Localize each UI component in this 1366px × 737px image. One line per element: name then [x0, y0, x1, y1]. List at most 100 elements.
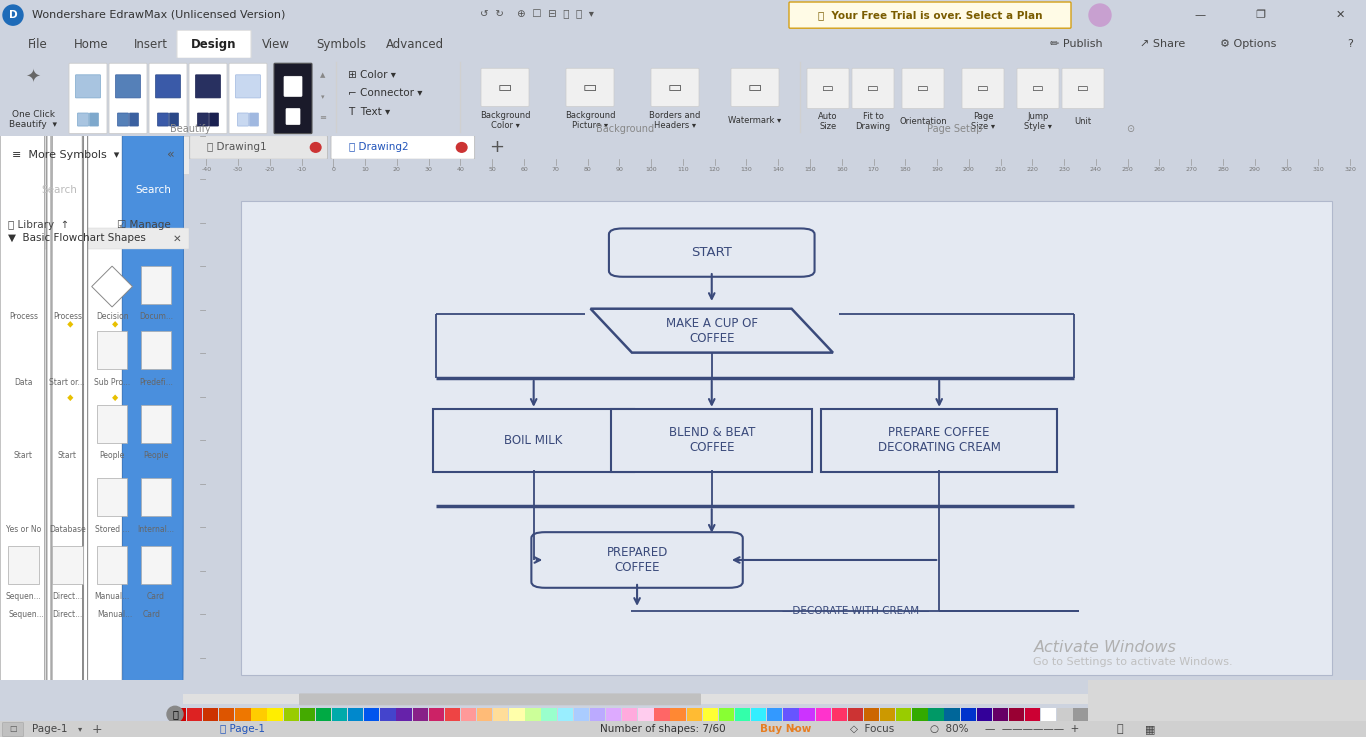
- Circle shape: [1089, 4, 1111, 27]
- Text: ≡  More Symbols  ▾: ≡ More Symbols ▾: [12, 150, 120, 160]
- Text: ▭: ▭: [822, 82, 833, 95]
- Text: 10: 10: [361, 167, 369, 172]
- Bar: [622, 708, 638, 721]
- Text: ▭: ▭: [583, 80, 597, 95]
- FancyBboxPatch shape: [149, 63, 187, 133]
- Text: —  ——————  +: — —————— +: [985, 724, 1079, 734]
- FancyBboxPatch shape: [531, 532, 743, 588]
- Text: -40: -40: [201, 167, 212, 172]
- Text: 🔒 Drawing1: 🔒 Drawing1: [208, 142, 266, 153]
- Text: ▦: ▦: [1145, 724, 1156, 734]
- Bar: [332, 708, 347, 721]
- FancyBboxPatch shape: [75, 75, 101, 98]
- Bar: [1057, 708, 1072, 721]
- FancyBboxPatch shape: [46, 0, 87, 737]
- Text: Auto
Size: Auto Size: [818, 112, 837, 131]
- Text: 190: 190: [932, 167, 943, 172]
- Bar: [526, 708, 541, 721]
- Bar: [768, 708, 783, 721]
- Bar: [590, 708, 605, 721]
- Bar: [268, 708, 283, 721]
- Text: ▭: ▭: [1078, 82, 1089, 95]
- Bar: [8, 546, 38, 584]
- Bar: [396, 708, 411, 721]
- Text: ▾: ▾: [78, 724, 82, 733]
- Bar: [735, 708, 750, 721]
- Polygon shape: [67, 394, 74, 401]
- FancyBboxPatch shape: [962, 69, 1004, 108]
- Bar: [1009, 708, 1024, 721]
- Text: 300: 300: [1281, 167, 1292, 172]
- FancyBboxPatch shape: [433, 409, 634, 472]
- Text: 🪣: 🪣: [172, 709, 178, 719]
- Text: ✕: ✕: [173, 234, 182, 243]
- Text: 240: 240: [1090, 167, 1102, 172]
- Bar: [751, 708, 766, 721]
- Text: ▭: ▭: [917, 82, 929, 95]
- Text: Jump
Style ▾: Jump Style ▾: [1024, 112, 1052, 131]
- Text: ▭: ▭: [1033, 82, 1044, 95]
- FancyBboxPatch shape: [90, 113, 98, 126]
- Bar: [638, 708, 653, 721]
- Text: Sequen...: Sequen...: [8, 609, 44, 619]
- Text: +: +: [489, 139, 504, 156]
- FancyBboxPatch shape: [652, 69, 699, 106]
- Bar: [97, 332, 127, 369]
- Text: 70: 70: [552, 167, 560, 172]
- Text: 220: 220: [1026, 167, 1038, 172]
- FancyBboxPatch shape: [902, 69, 944, 108]
- Text: 50: 50: [489, 167, 496, 172]
- FancyBboxPatch shape: [117, 113, 128, 126]
- Text: Design: Design: [191, 38, 236, 51]
- Text: 130: 130: [740, 167, 753, 172]
- Text: START: START: [691, 246, 732, 259]
- Bar: [429, 708, 444, 721]
- Text: D: D: [8, 10, 18, 20]
- Text: 90: 90: [616, 167, 623, 172]
- Bar: [719, 708, 734, 721]
- Bar: [187, 708, 202, 721]
- Text: 🔒 Drawing2: 🔒 Drawing2: [348, 142, 408, 153]
- FancyBboxPatch shape: [731, 69, 779, 106]
- Bar: [141, 332, 171, 369]
- FancyBboxPatch shape: [0, 0, 45, 737]
- Text: View: View: [262, 38, 290, 51]
- Text: 0: 0: [332, 167, 335, 172]
- Bar: [183, 694, 1102, 705]
- FancyBboxPatch shape: [609, 228, 814, 277]
- Text: ≡: ≡: [320, 113, 326, 122]
- Text: 📚 Library  ↑: 📚 Library ↑: [8, 220, 70, 230]
- Text: Card: Card: [148, 593, 165, 601]
- Circle shape: [3, 5, 23, 25]
- Text: Page Setup: Page Setup: [928, 124, 982, 133]
- Text: «: «: [168, 148, 175, 161]
- Text: ✕: ✕: [1336, 10, 1344, 20]
- Bar: [929, 708, 944, 721]
- FancyBboxPatch shape: [78, 113, 89, 126]
- FancyBboxPatch shape: [178, 30, 251, 58]
- Text: Predefi...: Predefi...: [139, 377, 173, 387]
- Circle shape: [51, 0, 83, 737]
- Text: ▭: ▭: [747, 80, 762, 95]
- Bar: [671, 708, 686, 721]
- Bar: [365, 708, 380, 721]
- Text: Unit: Unit: [1075, 117, 1091, 126]
- Ellipse shape: [5, 406, 42, 444]
- Text: 40: 40: [456, 167, 464, 172]
- Bar: [1218, 708, 1233, 721]
- Text: ▭: ▭: [867, 82, 878, 95]
- Bar: [1171, 708, 1186, 721]
- Text: File: File: [27, 38, 48, 51]
- FancyBboxPatch shape: [189, 63, 227, 133]
- Text: ◇  Focus: ◇ Focus: [850, 724, 895, 734]
- Bar: [0, 721, 1366, 737]
- Text: Search: Search: [41, 185, 76, 195]
- Bar: [316, 708, 331, 721]
- FancyBboxPatch shape: [3, 722, 23, 736]
- Bar: [687, 708, 702, 721]
- Bar: [251, 708, 266, 721]
- Polygon shape: [112, 394, 119, 401]
- Text: Yes or No: Yes or No: [5, 525, 41, 534]
- Bar: [235, 708, 250, 721]
- Text: 280: 280: [1217, 167, 1229, 172]
